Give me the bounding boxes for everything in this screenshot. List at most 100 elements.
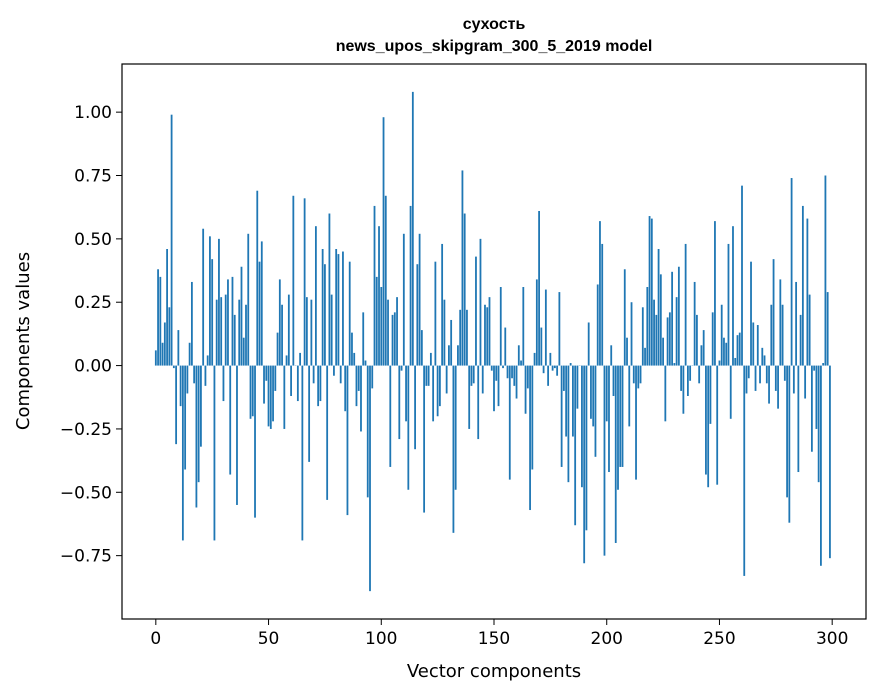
bar	[533, 352, 536, 366]
bar	[637, 365, 640, 389]
bar	[443, 299, 446, 366]
bar	[799, 314, 802, 366]
bar	[797, 365, 800, 473]
bar	[770, 304, 773, 366]
bar	[659, 274, 662, 366]
bar	[560, 365, 563, 467]
bar	[249, 365, 252, 419]
bar	[366, 365, 369, 498]
bar	[777, 365, 779, 409]
bar	[186, 365, 189, 394]
bar	[220, 297, 223, 366]
bar	[233, 314, 236, 366]
bar	[671, 271, 674, 366]
bar	[569, 363, 572, 366]
bar	[224, 294, 227, 366]
bar	[675, 297, 678, 366]
bar	[513, 365, 516, 386]
bar	[434, 261, 437, 366]
bar	[389, 365, 392, 467]
bar	[369, 365, 371, 592]
bar	[558, 292, 561, 366]
bar	[459, 309, 462, 366]
bar	[517, 345, 520, 366]
bar	[301, 365, 304, 541]
bar	[190, 281, 193, 366]
bar	[170, 114, 173, 366]
bar	[639, 365, 642, 384]
bar	[393, 312, 396, 366]
bar	[535, 279, 538, 366]
bar	[725, 342, 728, 366]
bar	[218, 238, 220, 366]
bar	[299, 352, 302, 366]
bar	[686, 365, 689, 396]
bar	[774, 365, 777, 391]
bar-series	[154, 91, 831, 592]
bar	[475, 256, 477, 366]
bar	[547, 365, 550, 386]
bar	[747, 365, 750, 379]
bar	[702, 330, 705, 366]
bar	[432, 365, 435, 422]
chart-title: сухость	[463, 16, 526, 33]
bar	[267, 365, 270, 427]
y-tick-label: −0.25	[60, 420, 112, 440]
bar	[407, 365, 410, 490]
bar	[285, 355, 288, 366]
bar	[227, 279, 229, 366]
bar	[556, 365, 559, 376]
bar	[445, 365, 448, 394]
bar	[781, 304, 784, 366]
bar	[705, 365, 707, 475]
bar	[357, 365, 360, 391]
bar	[308, 365, 311, 462]
bar	[197, 365, 200, 483]
bar	[761, 347, 764, 366]
bar	[337, 254, 340, 366]
y-tick-label: 0.75	[74, 167, 112, 187]
bar	[759, 365, 761, 384]
bar	[247, 233, 250, 366]
bar	[662, 337, 664, 366]
bar	[202, 228, 205, 366]
bar	[362, 312, 365, 366]
bar	[565, 365, 568, 437]
bar	[409, 205, 412, 366]
bar	[333, 365, 335, 376]
bar	[240, 266, 243, 366]
bar	[416, 264, 419, 366]
bar	[371, 365, 374, 389]
bar	[211, 259, 214, 366]
bar	[741, 185, 743, 366]
bar	[572, 365, 574, 437]
bar	[524, 365, 527, 414]
y-tick-label: 0.25	[74, 293, 112, 313]
bar	[391, 314, 394, 366]
bar	[457, 345, 459, 366]
bar	[382, 117, 385, 366]
bar	[360, 365, 362, 432]
bar	[265, 365, 268, 381]
bar	[677, 266, 680, 366]
bar	[314, 226, 317, 366]
bar	[716, 365, 719, 485]
bar	[213, 365, 216, 541]
bar	[756, 325, 759, 366]
plot-frame	[121, 63, 867, 620]
bar	[497, 365, 500, 407]
bar	[452, 365, 455, 533]
bar	[260, 241, 263, 366]
bar	[159, 276, 162, 366]
x-tick-label: 300	[816, 629, 848, 649]
bar	[768, 365, 770, 404]
y-tick-label: −0.50	[60, 483, 112, 503]
bar	[585, 365, 588, 531]
bar	[795, 281, 798, 366]
bar	[251, 365, 254, 417]
bar	[425, 365, 428, 386]
bar	[808, 294, 811, 366]
bar	[242, 337, 245, 366]
bar	[229, 365, 232, 475]
bar	[711, 312, 714, 366]
